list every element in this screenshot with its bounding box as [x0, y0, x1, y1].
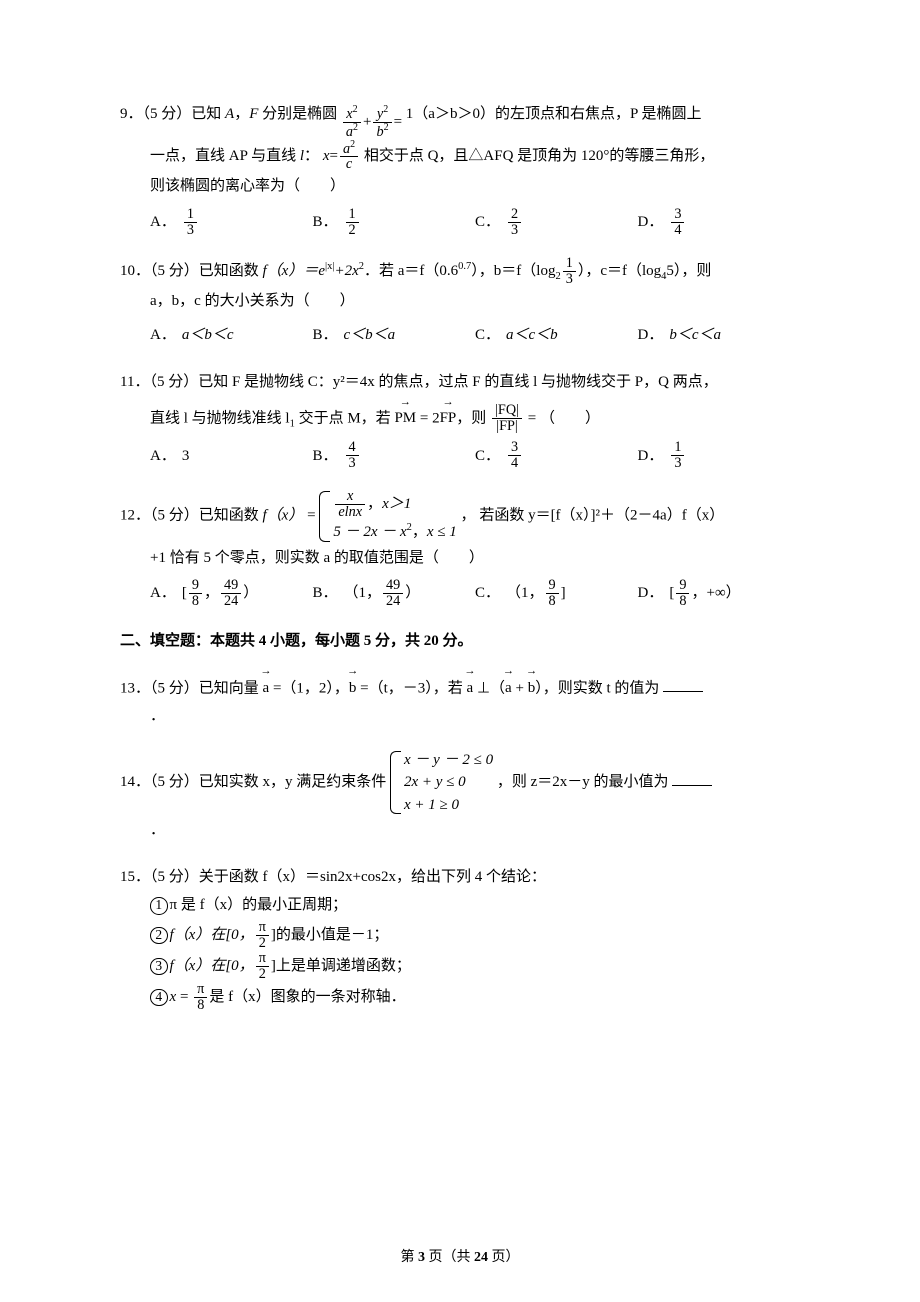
opt-b: B．43 [313, 440, 476, 471]
q9-line2: 一点，直线 AP 与直线 l： x = a2c 相交于点 Q，且△AFQ 是顶角… [120, 140, 800, 173]
opt-c: C．（1，98] [475, 578, 638, 609]
text: ， [234, 106, 249, 122]
question-15: 15．（5 分）关于函数 f（x）＝sin2x+cos2x，给出下列 4 个结论… [120, 863, 800, 1013]
q9-line1: 9．（5 分）已知 A，F 分别是椭圆 x2a2 + y2b2 = 1（a＞b＞… [120, 100, 800, 140]
opt-a: A．13 [150, 207, 313, 238]
question-14: 14．（5 分）已知实数 x，y 满足约束条件 x － y － 2 ≤ 0 2x… [120, 749, 800, 845]
piecewise: xelnx，x＞1 5 － 2x － x2，x ≤ 1 [319, 489, 456, 543]
opt-d: D．13 [638, 440, 801, 471]
opt-a: A．[98，4924） [150, 578, 313, 609]
q15-s3: 3f（x）在[0，π2]上是单调递增函数； [120, 951, 800, 982]
opt-b: B．c＜b＜a [313, 321, 476, 350]
opt-b: B．（1，4924） [313, 578, 476, 609]
answer-blank[interactable] [663, 676, 703, 692]
q11-options: A．3 B．43 C．34 D．13 [120, 440, 800, 471]
question-11: 11．（5 分）已知 F 是抛物线 C：y²＝4x 的焦点，过点 F 的直线 l… [120, 368, 800, 472]
q12-options: A．[98，4924） B．（1，4924） C．（1，98] D．[98，+∞… [120, 578, 800, 609]
q11-line2: 直线 l 与抛物线准线 l1 交于点 M，若 PM = 2FP，则 |FQ||F… [120, 396, 800, 434]
page-footer: 第 3 页（共 24 页） [0, 1245, 920, 1272]
question-10: 10．（5 分）已知函数 f（x）＝e|x|+2x2．若 a＝f（0.60.7）… [120, 256, 800, 350]
opt-d: D．b＜c＜a [638, 321, 801, 350]
constraint-cases: x － y － 2 ≤ 0 2x + y ≤ 0 x + 1 ≥ 0 [390, 749, 493, 817]
opt-b: B．12 [313, 207, 476, 238]
opt-c: C．a＜c＜b [475, 321, 638, 350]
question-9: 9．（5 分）已知 A，F 分别是椭圆 x2a2 + y2b2 = 1（a＞b＞… [120, 100, 800, 238]
opt-c: C．23 [475, 207, 638, 238]
q15-s1: 1π 是 f（x）的最小正周期； [120, 891, 800, 920]
q10-options: A．a＜b＜c B．c＜b＜a C．a＜c＜b D．b＜c＜a [120, 321, 800, 350]
answer-blank[interactable] [672, 770, 712, 786]
page: 9．（5 分）已知 A，F 分别是椭圆 x2a2 + y2b2 = 1（a＞b＞… [0, 0, 920, 1302]
text: 1（a＞b＞0）的左顶点和右焦点，P 是椭圆上 [406, 106, 702, 122]
q15-stem: 15．（5 分）关于函数 f（x）＝sin2x+cos2x，给出下列 4 个结论… [120, 863, 800, 892]
ellipse-eq: x2a2 + y2b2 = [341, 105, 402, 139]
opt-d: D．34 [638, 207, 801, 238]
opt-a: A．a＜b＜c [150, 321, 313, 350]
section-2-heading: 二、填空题：本题共 4 小题，每小题 5 分，共 20 分。 [120, 627, 800, 656]
vector-b: b [349, 666, 357, 703]
vector-a: a [263, 666, 270, 703]
question-12: 12．（5 分）已知函数 f（x） = xelnx，x＞1 5 － 2x － x… [120, 489, 800, 609]
question-13: 13．（5 分）已知向量 a =（1，2），b =（t，－3），若 a ⊥（a … [120, 666, 800, 731]
q15-s4: 4x = π8是 f（x）图象的一条对称轴． [120, 982, 800, 1013]
q11-line1: 11．（5 分）已知 F 是抛物线 C：y²＝4x 的焦点，过点 F 的直线 l… [120, 368, 800, 397]
opt-d: D．[98，+∞） [638, 578, 801, 609]
vector-fp: FP [440, 396, 457, 433]
q12-line2: +1 恰有 5 个零点，则实数 a 的取值范围是（ ） [120, 544, 800, 573]
q9-line3: 则该椭圆的离心率为（ ） [120, 172, 800, 201]
q15-s2: 2f（x）在[0，π2]的最小值是－1； [120, 920, 800, 951]
q12-line1: 12．（5 分）已知函数 f（x） = xelnx，x＞1 5 － 2x － x… [120, 489, 800, 543]
text: 9．（5 分）已知 [120, 106, 225, 122]
q10-line1: 10．（5 分）已知函数 f（x）＝e|x|+2x2．若 a＝f（0.60.7）… [120, 256, 800, 287]
text: 分别是椭圆 [258, 106, 337, 122]
q9-options: A．13 B．12 C．23 D．34 [120, 207, 800, 238]
q10-line2: a，b，c 的大小关系为（ ） [120, 287, 800, 316]
vector-pm: PM [394, 396, 416, 433]
opt-c: C．34 [475, 440, 638, 471]
opt-a: A．3 [150, 440, 313, 471]
